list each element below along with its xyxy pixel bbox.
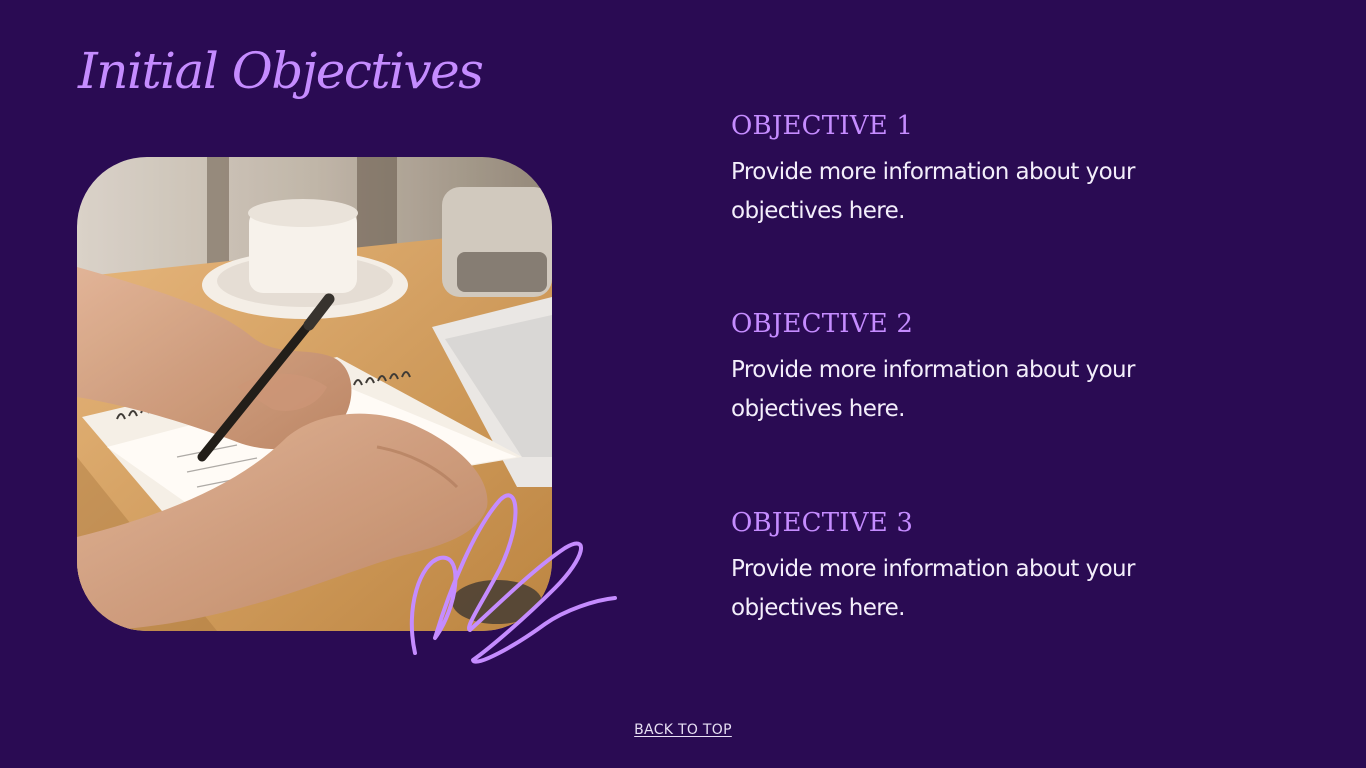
objective-item: OBJECTIVE 2 Provide more information abo… xyxy=(731,308,1251,429)
objective-item: OBJECTIVE 1 Provide more information abo… xyxy=(731,110,1251,231)
objective-description: Provide more information about your obje… xyxy=(731,357,1135,422)
back-to-top-link[interactable]: BACK TO TOP xyxy=(634,722,732,738)
footer: BACK TO TOP xyxy=(0,720,1366,740)
objective-description: Provide more information about your obje… xyxy=(731,556,1135,621)
page-title: Initial Objectives xyxy=(78,42,484,100)
objective-title: OBJECTIVE 1 xyxy=(731,111,914,141)
objective-description: Provide more information about your obje… xyxy=(731,159,1135,224)
objective-item: OBJECTIVE 3 Provide more information abo… xyxy=(731,507,1251,628)
objective-title: OBJECTIVE 3 xyxy=(731,508,914,538)
objectives-photo xyxy=(77,157,552,631)
objective-title: OBJECTIVE 2 xyxy=(731,309,914,339)
signature-scribble-icon xyxy=(409,493,617,664)
